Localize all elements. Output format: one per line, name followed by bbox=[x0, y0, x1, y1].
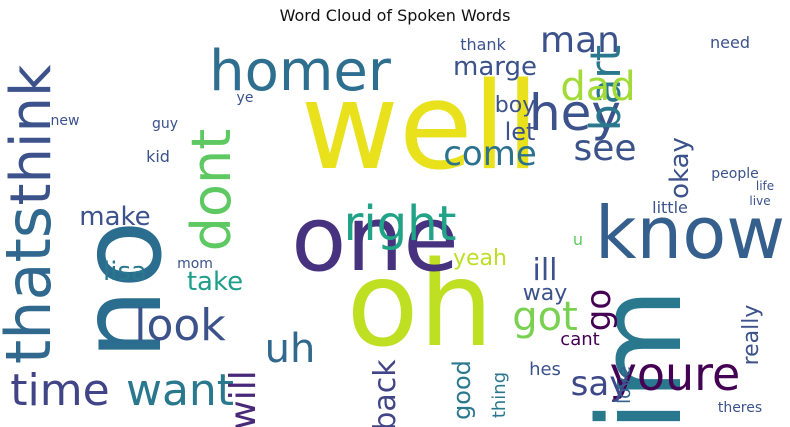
word-little: little bbox=[652, 198, 688, 217]
word-dont: dont bbox=[180, 129, 243, 252]
word-take: take bbox=[187, 267, 243, 297]
word-see: see bbox=[573, 128, 636, 169]
word-u: u bbox=[573, 230, 583, 249]
word-really: really bbox=[739, 305, 764, 366]
word-people: people bbox=[711, 166, 758, 182]
word-think: think bbox=[0, 64, 64, 206]
word-live: live bbox=[749, 194, 770, 208]
word-oh: oh bbox=[347, 235, 494, 373]
word-good: good bbox=[448, 360, 476, 420]
word-kid: kid bbox=[146, 147, 170, 166]
chart-title: Word Cloud of Spoken Words bbox=[279, 6, 511, 25]
word-got: got bbox=[512, 294, 578, 340]
word-uh: uh bbox=[265, 326, 316, 372]
word-will: will bbox=[223, 370, 264, 427]
word-cant: cant bbox=[560, 329, 599, 350]
word-bart: bart bbox=[581, 45, 630, 131]
word-need: need bbox=[710, 33, 750, 52]
word-theres: theres bbox=[718, 400, 762, 416]
word-time: time bbox=[10, 365, 109, 416]
word-okay: okay bbox=[665, 137, 695, 199]
word-way: way bbox=[523, 281, 568, 306]
word-say: say bbox=[571, 364, 630, 404]
word-thing: thing bbox=[489, 372, 510, 418]
word-lisa: lisa bbox=[103, 257, 147, 287]
word-boy: boy bbox=[495, 93, 535, 118]
word-no: no bbox=[57, 220, 187, 360]
word-dad: dad bbox=[560, 64, 635, 110]
word-hey: hey bbox=[529, 84, 621, 142]
word-make: make bbox=[79, 202, 150, 232]
word-let: let bbox=[505, 118, 536, 146]
word-look: look bbox=[134, 300, 226, 351]
word-come: come bbox=[443, 134, 537, 174]
word-ill: ill bbox=[532, 253, 557, 288]
word-im: im bbox=[574, 288, 708, 427]
word-right: right bbox=[344, 196, 457, 252]
word-well: well bbox=[301, 58, 540, 197]
word-one: one bbox=[291, 187, 458, 292]
word-know: know bbox=[595, 191, 785, 275]
word-go: go bbox=[579, 289, 619, 331]
word-life: life bbox=[756, 179, 774, 193]
word-thank: thank bbox=[460, 35, 506, 54]
word-guy: guy bbox=[152, 116, 178, 132]
word-love: love bbox=[614, 366, 635, 404]
word-homer: homer bbox=[209, 39, 392, 104]
word-back: back bbox=[368, 359, 403, 427]
word-thats: thats bbox=[0, 206, 65, 364]
word-yeah: yeah bbox=[453, 246, 507, 271]
word-want: want bbox=[126, 365, 234, 416]
word-ye: ye bbox=[237, 90, 254, 106]
word-hes: hes bbox=[529, 359, 561, 380]
word-new: new bbox=[51, 113, 80, 129]
word-youre: youre bbox=[610, 347, 741, 401]
word-mom: mom bbox=[177, 256, 213, 272]
word-marge: marge bbox=[453, 52, 537, 82]
word-man: man bbox=[540, 20, 620, 61]
